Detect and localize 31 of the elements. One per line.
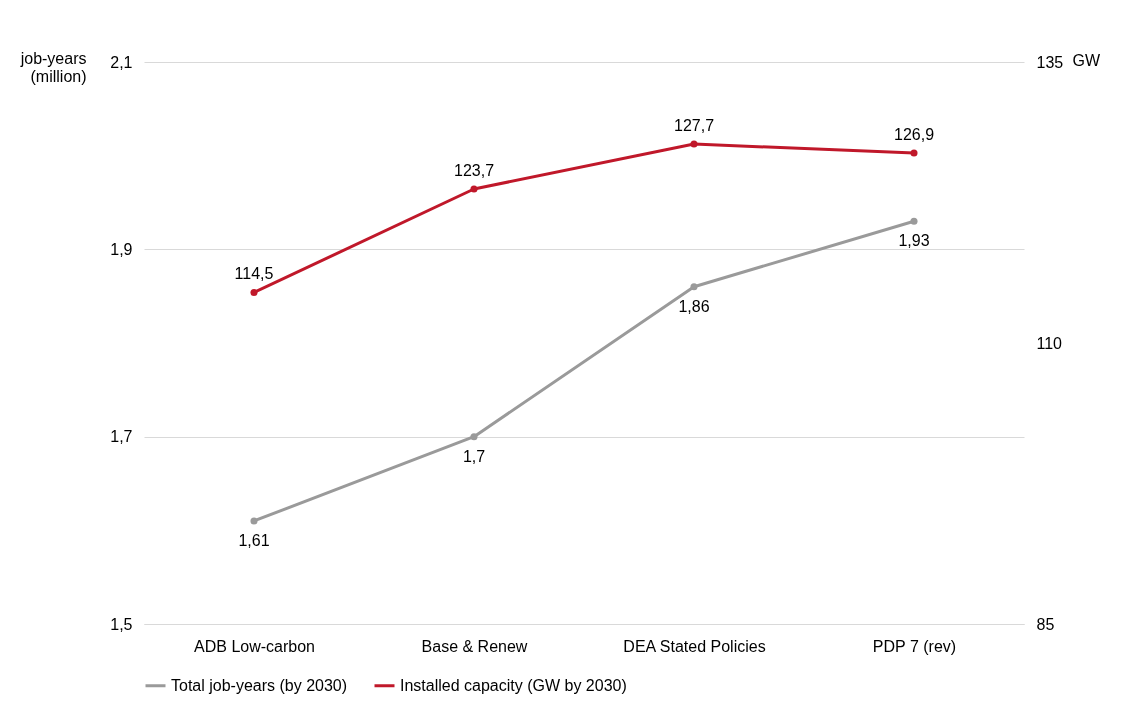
data-label: 127,7 bbox=[673, 117, 715, 135]
point bbox=[690, 283, 698, 291]
point bbox=[690, 140, 698, 148]
point bbox=[910, 217, 918, 225]
point bbox=[250, 288, 258, 296]
data-label: 1,61 bbox=[238, 531, 270, 549]
y-tick-label: 1,5 bbox=[110, 615, 133, 633]
data-label: 1,86 bbox=[678, 297, 710, 315]
y-tick-label: 1,7 bbox=[110, 428, 133, 446]
y-tick-label: 1,9 bbox=[110, 240, 133, 258]
data-label: 126,9 bbox=[893, 126, 935, 144]
y-axis-title: job-years (million) bbox=[19, 49, 87, 85]
x-tick-label: PDP 7 (rev) bbox=[872, 637, 957, 655]
x-tick-label: ADB Low-carbon bbox=[194, 637, 315, 655]
point bbox=[910, 149, 918, 157]
y2-axis-title: GW bbox=[1072, 51, 1101, 69]
y2-tick-label: 85 bbox=[1036, 615, 1055, 633]
point bbox=[250, 517, 258, 525]
data-label: 1,93 bbox=[898, 232, 930, 250]
x-tick-label: Base & Renew bbox=[421, 637, 528, 655]
legend-label: Installed capacity (GW by 2030) bbox=[400, 676, 627, 694]
data-label: 123,7 bbox=[453, 162, 495, 180]
x-tick-label: DEA Stated Policies bbox=[623, 637, 766, 655]
legend-label: Total job-years (by 2030) bbox=[171, 676, 348, 694]
point bbox=[470, 433, 478, 441]
y-tick-label: 2,1 bbox=[110, 53, 133, 71]
data-label: 1,7 bbox=[462, 447, 486, 465]
y2-tick-label: 110 bbox=[1036, 334, 1063, 352]
data-label: 114,5 bbox=[234, 265, 274, 283]
y2-tick-label: 135 bbox=[1036, 53, 1064, 71]
point bbox=[470, 185, 478, 193]
